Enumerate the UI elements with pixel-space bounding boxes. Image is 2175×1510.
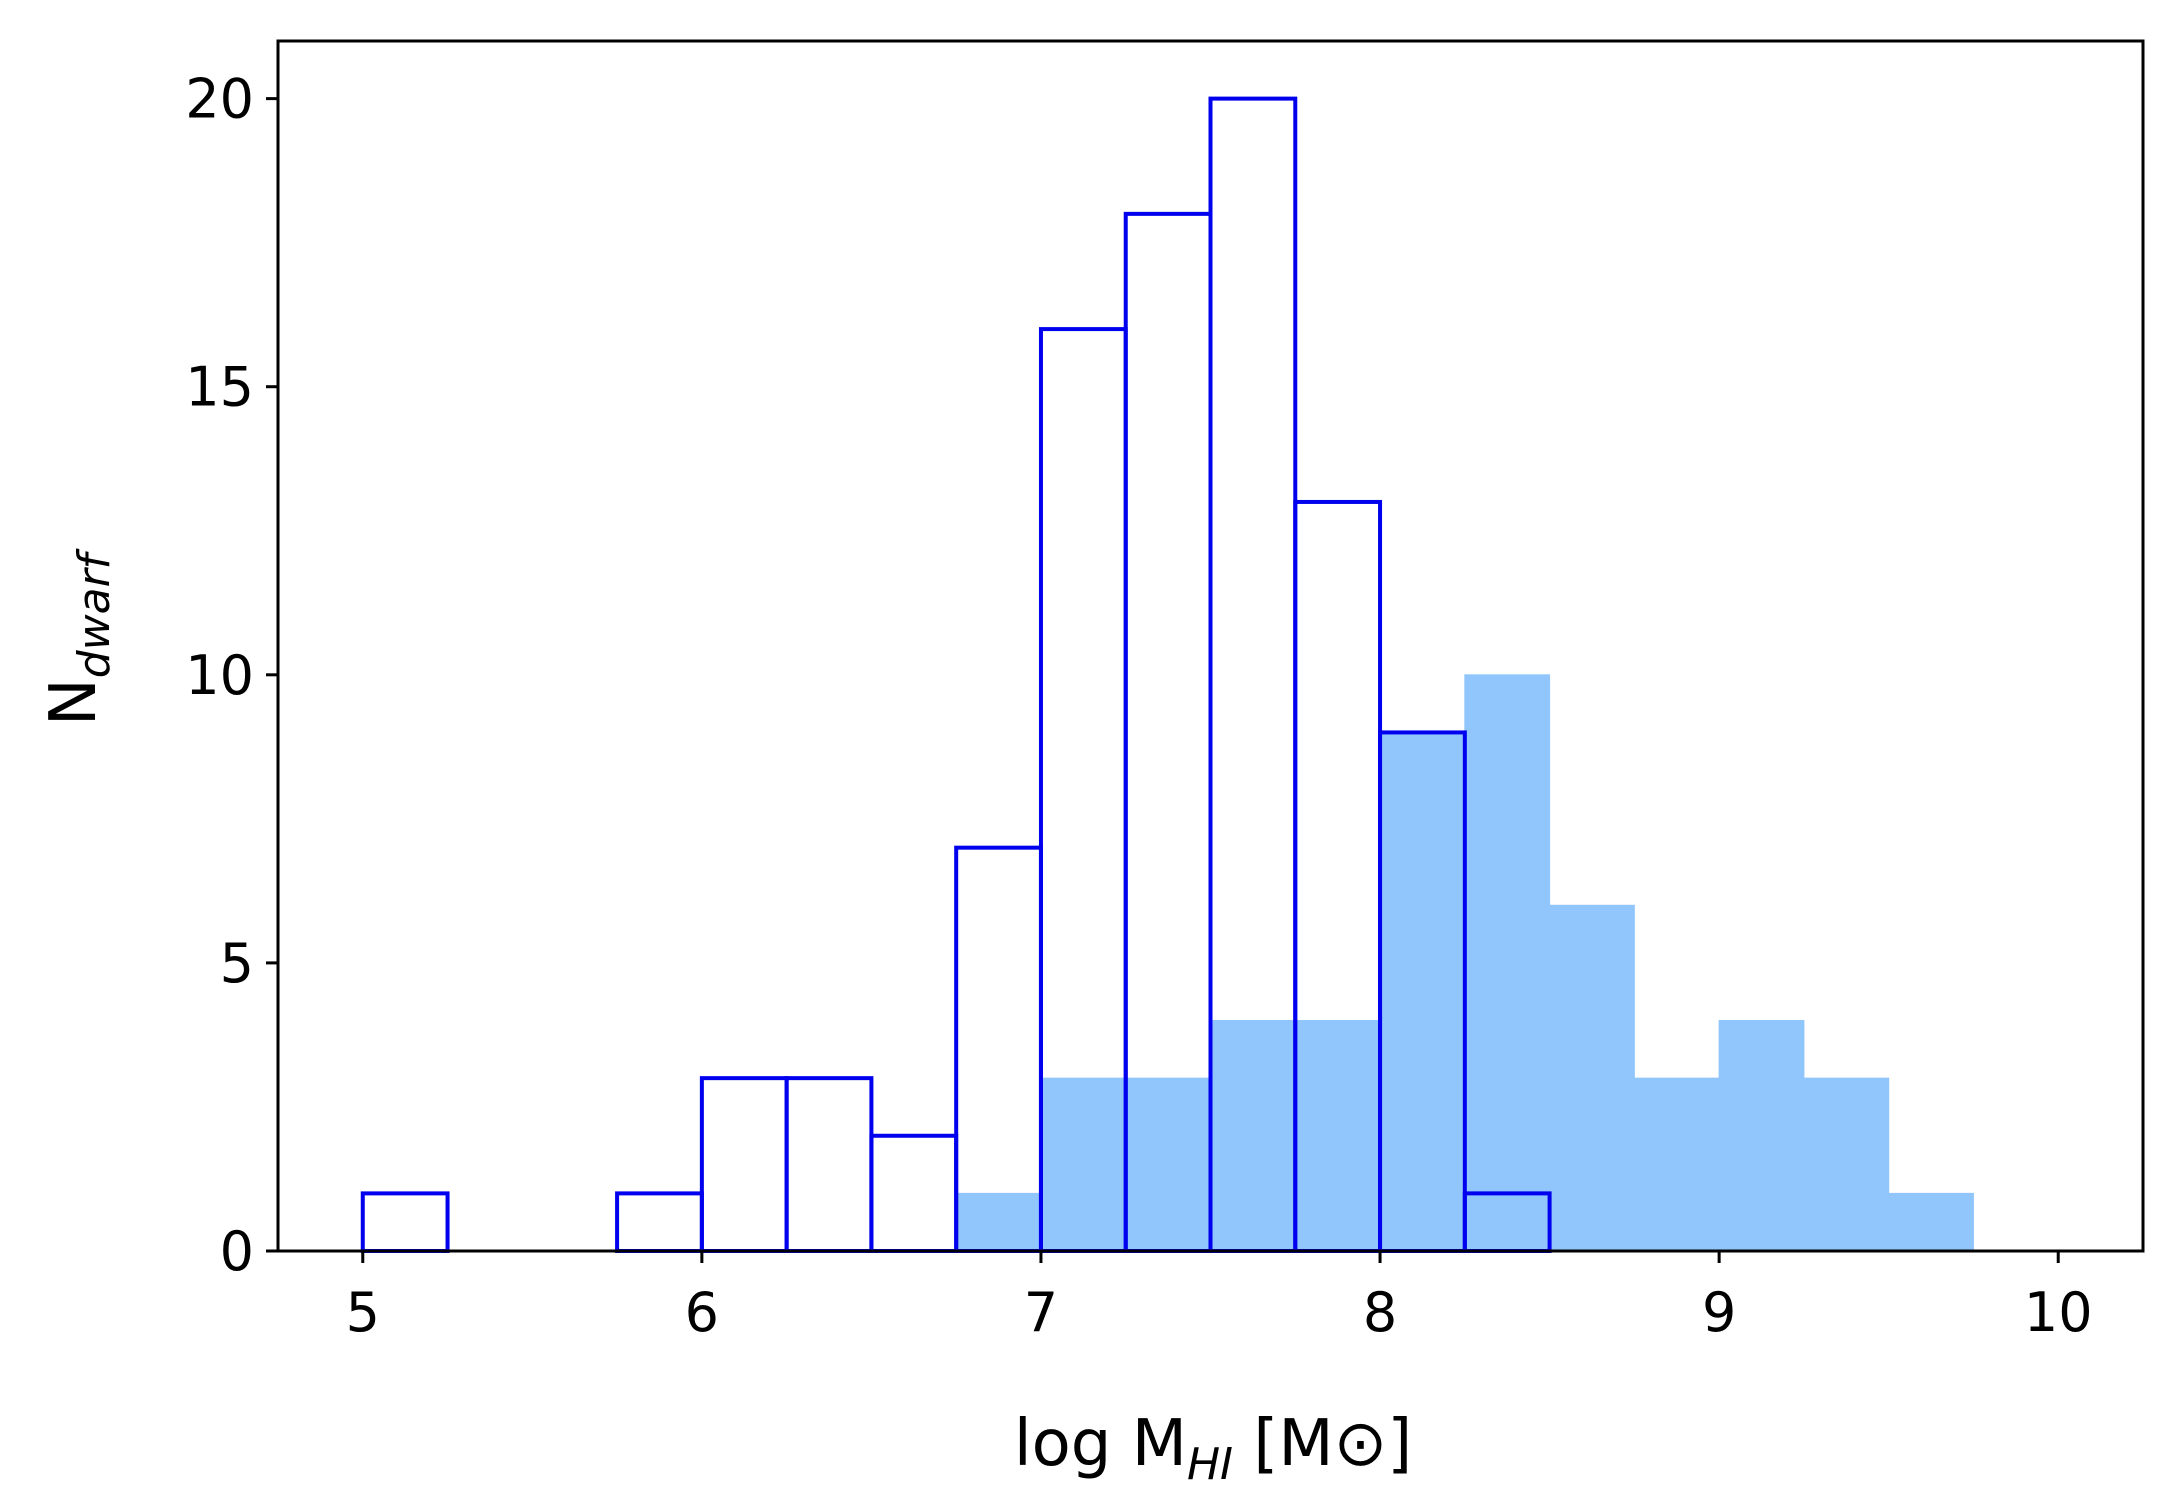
filled-bar [1464, 674, 1551, 1252]
x-tick-label: 7 [1024, 1281, 1058, 1344]
x-tick-label: 9 [1702, 1281, 1736, 1344]
y-axis-title: Ndwarf [37, 547, 120, 726]
x-axis-title-tail: [M⊙] [1233, 1407, 1412, 1481]
filled-bar [1888, 1192, 1974, 1252]
plot-frame [276, 39, 2145, 1253]
x-axis-title: log MHI [M⊙] [1014, 1407, 1412, 1490]
outline-bar [360, 1191, 450, 1254]
x-tick-label: 5 [346, 1281, 380, 1344]
y-axis-title-sub: dwarf [69, 547, 120, 678]
filled-bar [1379, 731, 1466, 1252]
filled-bar [1294, 1020, 1381, 1252]
outline-bar [869, 1133, 959, 1254]
y-tick-label: 0 [220, 1220, 254, 1283]
x-axis-title-sub: HI [1187, 1439, 1233, 1490]
outline-bar [615, 1191, 704, 1254]
y-tick-label: 5 [220, 932, 254, 995]
y-axis-title-main: N [37, 678, 111, 726]
y-tick-label: 10 [185, 644, 254, 707]
y-tick-label: 15 [185, 356, 254, 419]
filled-bar [1633, 1077, 1720, 1252]
filled-histogram-series [955, 674, 1974, 1252]
x-tick-label: 10 [2024, 1281, 2093, 1344]
x-tick-label: 6 [685, 1281, 719, 1344]
outline-bar [954, 845, 1043, 1254]
filled-bar [955, 1192, 1042, 1252]
outline-bar [784, 1076, 874, 1253]
x-axis-title-main: log M [1014, 1407, 1187, 1481]
filled-bar [1040, 1077, 1127, 1252]
x-axis-ticks: 5 6 7 8 9 10 [346, 1251, 2093, 1344]
filled-bar [1210, 1020, 1296, 1252]
filled-bar [1718, 1020, 1805, 1252]
filled-bar [1803, 1077, 1890, 1252]
filled-bar [1125, 1077, 1212, 1252]
y-tick-label: 20 [185, 68, 254, 131]
y-axis-ticks: 0 5 10 15 20 [185, 68, 278, 1283]
outline-bar [699, 1076, 789, 1253]
filled-bar [1549, 904, 1635, 1252]
x-tick-label: 8 [1363, 1281, 1397, 1344]
